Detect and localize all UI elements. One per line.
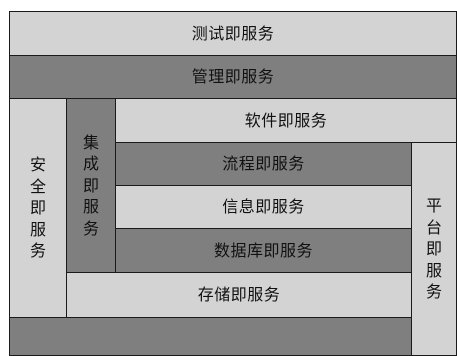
testing-as-a-service-layer: 测试即服务: [9, 11, 457, 56]
security-char-5: 务: [29, 241, 46, 261]
integration-char-4: 服: [82, 197, 99, 217]
storage-as-a-service-label: 存储即服务: [197, 285, 281, 304]
platform-char-4: 服: [425, 260, 442, 280]
database-as-a-service-label: 数据库即服务: [213, 240, 313, 260]
integration-char-3: 即: [82, 175, 99, 195]
platform-char-3: 即: [425, 239, 442, 259]
security-char-1: 安: [29, 155, 46, 175]
platform-char-2: 台: [425, 217, 442, 237]
process-as-a-service-label: 流程即服务: [222, 154, 305, 173]
platform-as-a-service-column: 平 台 即 服 务: [411, 142, 457, 356]
storage-as-a-service-layer: 存储即服务: [66, 272, 412, 318]
information-as-a-service-layer: 信息即服务: [115, 185, 412, 229]
information-as-a-service-label: 信息即服务: [222, 197, 305, 216]
software-as-a-service-layer: 软件即服务: [115, 98, 457, 143]
software-as-a-service-label: 软件即服务: [244, 110, 328, 130]
integration-as-a-service-column: 集 成 即 服 务: [66, 98, 116, 273]
process-as-a-service-layer: 流程即服务: [115, 142, 412, 186]
integration-char-2: 成: [82, 154, 99, 174]
management-as-a-service-label: 管理即服务: [191, 67, 275, 86]
management-as-a-service-layer: 管理即服务: [9, 55, 457, 99]
integration-char-1: 集: [82, 132, 99, 152]
security-as-a-service-column: 安 全 即 服 务: [9, 98, 67, 318]
database-as-a-service-layer: 数据库即服务: [115, 228, 412, 273]
security-char-4: 服: [29, 219, 46, 239]
security-char-3: 即: [29, 198, 46, 218]
testing-as-a-service-label: 测试即服务: [191, 23, 275, 43]
infrastructure-base-layer: [9, 317, 412, 356]
integration-char-5: 务: [82, 218, 99, 238]
security-char-2: 全: [29, 176, 46, 196]
platform-char-1: 平: [425, 196, 442, 216]
platform-char-5: 务: [425, 282, 442, 302]
